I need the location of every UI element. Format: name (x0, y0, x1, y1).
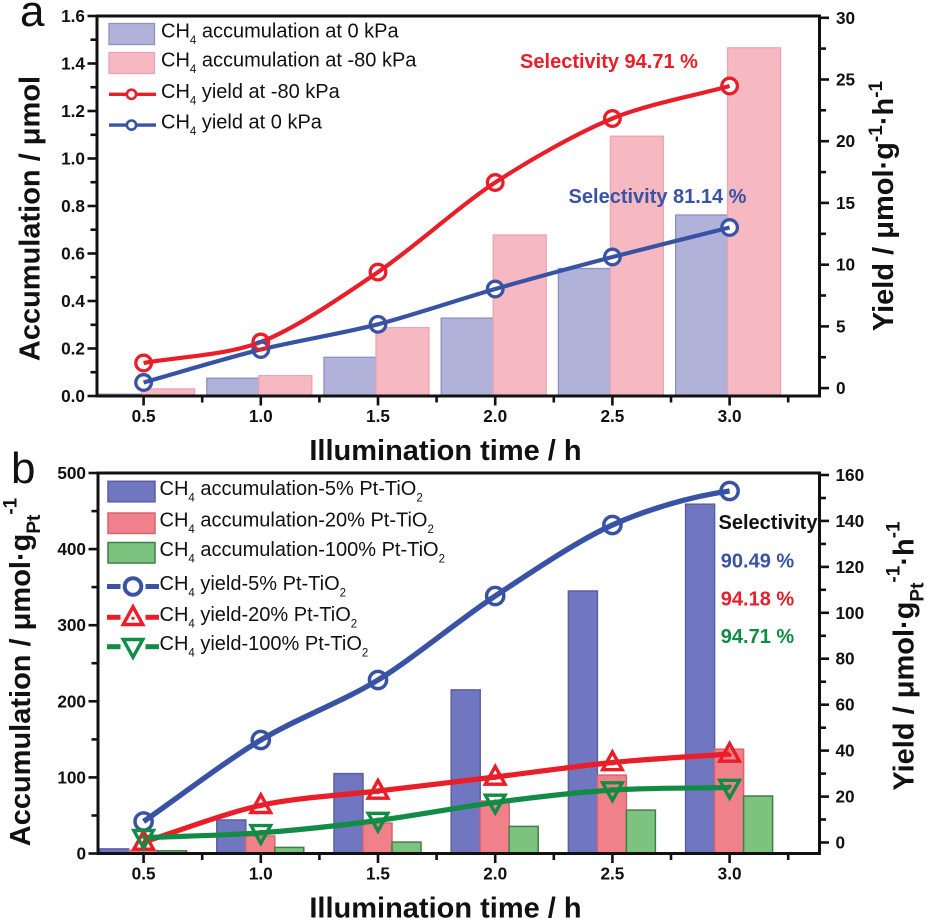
svg-text:0.8: 0.8 (61, 196, 85, 216)
svg-text:1.5: 1.5 (366, 864, 390, 884)
svg-text:94.71 %: 94.71 % (721, 626, 795, 648)
svg-text:Selectivity 81.14 %: Selectivity 81.14 % (569, 186, 747, 208)
svg-text:0.0: 0.0 (61, 386, 85, 406)
svg-text:0.6: 0.6 (61, 244, 85, 264)
svg-text:1.5: 1.5 (366, 406, 390, 426)
svg-text:200: 200 (57, 691, 86, 711)
svg-text:Illumination time / h: Illumination time / h (309, 435, 581, 467)
svg-text:5: 5 (836, 316, 846, 336)
svg-text:25: 25 (836, 70, 856, 90)
svg-text:30: 30 (836, 8, 855, 28)
svg-text:160: 160 (836, 465, 865, 485)
svg-text:94.18 %: 94.18 % (721, 589, 795, 611)
svg-text:Accumulation / μmol: Accumulation / μmol (15, 76, 47, 361)
svg-text:Selectivity: Selectivity (719, 512, 819, 534)
svg-text:Yield / μmol·g-1·h-1: Yield / μmol·g-1·h-1 (866, 80, 900, 331)
svg-text:3.0: 3.0 (718, 406, 742, 426)
svg-text:20: 20 (836, 131, 855, 151)
svg-text:140: 140 (836, 511, 865, 531)
svg-text:2.5: 2.5 (600, 406, 624, 426)
svg-text:100: 100 (57, 767, 86, 787)
svg-text:90.49 %: 90.49 % (721, 551, 795, 573)
svg-text:0: 0 (836, 378, 846, 398)
svg-text:15: 15 (836, 193, 856, 213)
svg-text:100: 100 (836, 603, 865, 623)
svg-text:2.5: 2.5 (600, 864, 624, 884)
svg-text:40: 40 (836, 741, 855, 761)
svg-text:400: 400 (57, 539, 86, 559)
svg-text:1.0: 1.0 (249, 406, 273, 426)
svg-text:0: 0 (76, 844, 86, 864)
svg-text:3.0: 3.0 (718, 864, 742, 884)
svg-text:60: 60 (836, 695, 855, 715)
svg-text:Selectivity 94.71 %: Selectivity 94.71 % (520, 51, 698, 73)
svg-text:300: 300 (57, 615, 86, 635)
svg-text:500: 500 (57, 463, 86, 483)
svg-text:2.0: 2.0 (483, 406, 507, 426)
svg-text:Yield / μmol·gPt-1·h-1: Yield / μmol·gPt-1·h-1 (884, 521, 927, 791)
svg-text:1.2: 1.2 (61, 101, 85, 121)
svg-text:b: b (11, 444, 35, 493)
svg-text:1.4: 1.4 (61, 54, 85, 74)
svg-text:10: 10 (836, 255, 855, 275)
svg-text:1.0: 1.0 (249, 864, 273, 884)
svg-text:1.6: 1.6 (61, 6, 85, 26)
svg-text:a: a (20, 0, 45, 36)
svg-text:Illumination time / h: Illumination time / h (309, 893, 581, 920)
svg-text:0.5: 0.5 (132, 864, 156, 884)
svg-text:0.5: 0.5 (132, 406, 156, 426)
svg-text:0: 0 (836, 833, 846, 853)
svg-text:0.4: 0.4 (61, 291, 85, 311)
svg-text:2.0: 2.0 (483, 864, 507, 884)
svg-text:120: 120 (836, 557, 865, 577)
svg-text:80: 80 (836, 649, 855, 669)
svg-text:0.2: 0.2 (61, 339, 85, 359)
svg-text:20: 20 (836, 787, 855, 807)
svg-text:1.0: 1.0 (61, 149, 85, 169)
